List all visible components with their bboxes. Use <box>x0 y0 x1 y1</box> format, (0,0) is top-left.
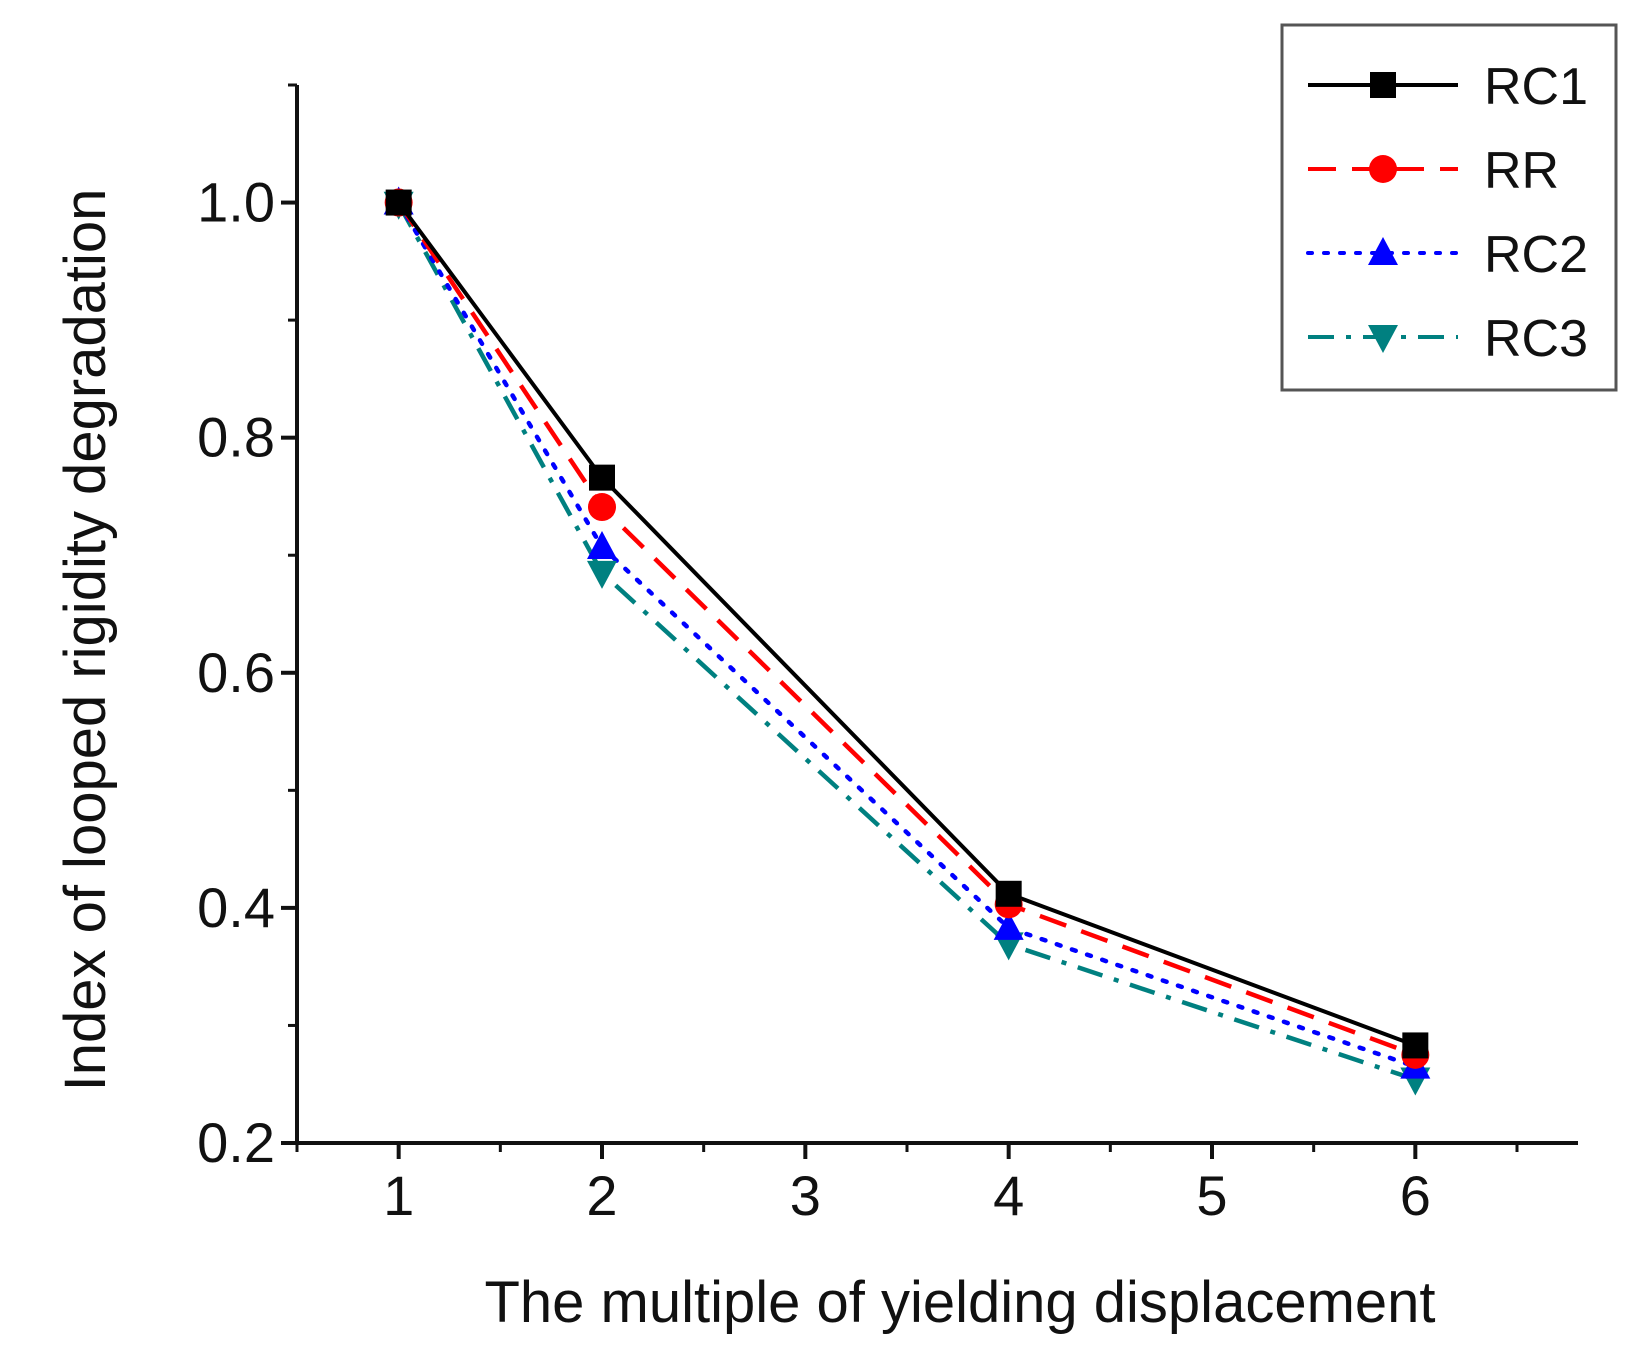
y-axis-title: Index of looped rigidity degradation <box>53 189 118 1092</box>
data-point-rc1 <box>995 880 1022 907</box>
series-line-rc1 <box>397 201 1417 1048</box>
x-tick-label: 3 <box>790 1164 821 1227</box>
legend-label-rr: RR <box>1484 142 1559 200</box>
legend-marker-rc2 <box>1368 237 1398 265</box>
data-point-rc1 <box>1402 1032 1429 1059</box>
legend-marker-rr <box>1369 155 1397 183</box>
legend-label-rc3: RC3 <box>1484 310 1588 368</box>
series-layer <box>383 186 1431 1096</box>
y-tick-label: 0.4 <box>197 876 275 939</box>
x-tick-label: 2 <box>586 1164 617 1227</box>
series-line-rc2 <box>396 200 1418 1069</box>
data-point-rc2 <box>993 911 1024 940</box>
y-tick-label: 0.6 <box>197 641 275 704</box>
y-tick-label: 0.8 <box>197 406 275 469</box>
legend-marker-rc1 <box>1370 72 1396 98</box>
legend-label-rc1: RC1 <box>1484 58 1588 116</box>
legend: RC1 RR RC2 RC3 <box>1280 23 1618 392</box>
x-axis-title: The multiple of yielding displacement <box>484 1270 1435 1335</box>
legend-marker-rc3 <box>1368 325 1398 353</box>
x-tick-label: 5 <box>1196 1164 1227 1227</box>
data-point-rc1 <box>589 464 615 491</box>
x-tick-label: 4 <box>993 1164 1024 1227</box>
axes: 0.2 0.4 0.6 0.8 1.0 1 2 3 4 5 6 <box>197 83 1578 1227</box>
y-tick-label: 1.0 <box>197 171 275 234</box>
x-tick-label: 6 <box>1400 1164 1431 1227</box>
series-line-rc3 <box>396 202 1417 1082</box>
data-point-rc1 <box>385 189 412 216</box>
x-tick-label: 1 <box>383 1164 414 1227</box>
legend-label-rc2: RC2 <box>1484 226 1588 284</box>
series-line-rr <box>396 201 1417 1057</box>
data-point-rc2 <box>587 530 617 559</box>
data-point-rr <box>588 493 616 522</box>
y-tick-label: 0.2 <box>197 1111 275 1174</box>
data-point-rc3 <box>587 560 617 589</box>
